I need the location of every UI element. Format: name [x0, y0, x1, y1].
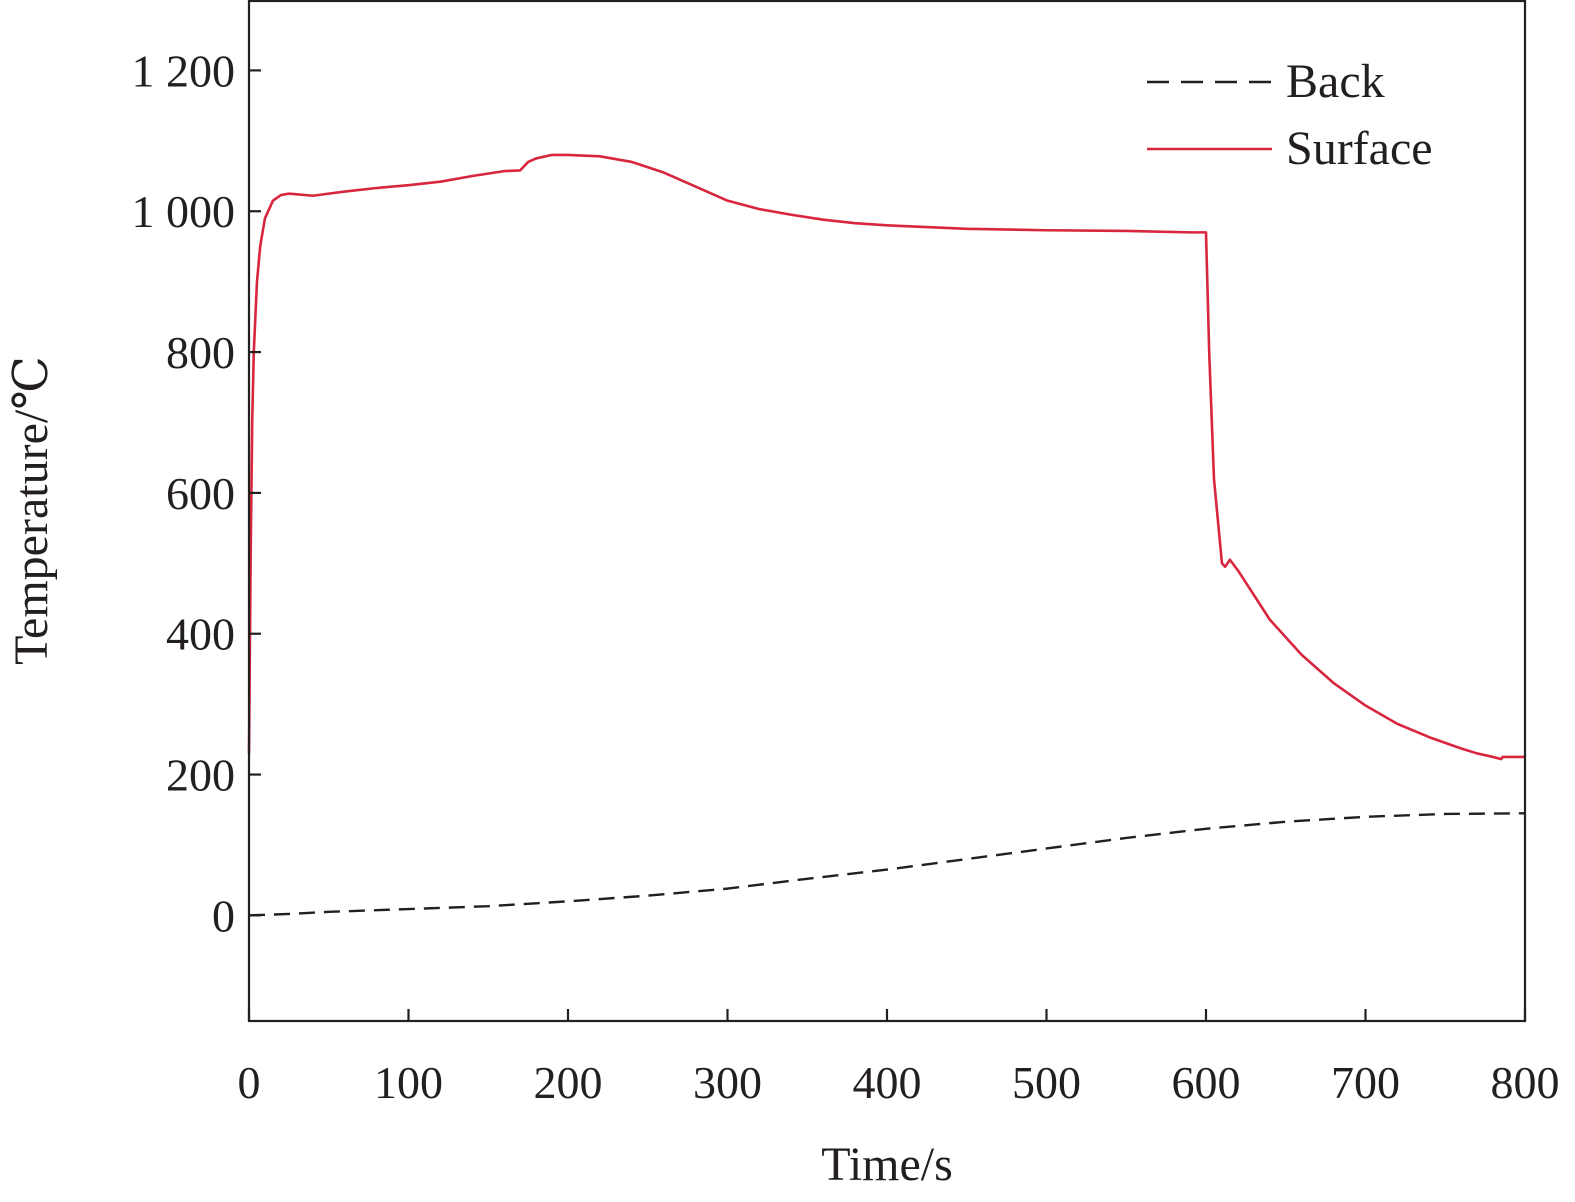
y-tick-label: 400 [166, 609, 235, 660]
legend-label-surface: Surface [1286, 122, 1433, 175]
y-tick-label: 600 [166, 468, 235, 519]
series-line-surface [247, 153, 1525, 761]
legend: Back Surface [1147, 55, 1433, 175]
plot-series [247, 153, 1526, 917]
x-axis-ticks: 0 100 200 300 400 500 600 700 800 [238, 1009, 1560, 1108]
x-tick-label: 500 [1012, 1057, 1081, 1108]
x-tick-label: 800 [1491, 1057, 1560, 1108]
y-tick-label: 0 [212, 890, 235, 941]
x-tick-label: 400 [853, 1057, 922, 1108]
x-tick-label: 600 [1172, 1057, 1241, 1108]
x-tick-label: 100 [374, 1057, 443, 1108]
x-axis-title: Time/s [821, 1138, 953, 1191]
legend-label-back: Back [1286, 55, 1385, 108]
x-tick-label: 0 [238, 1057, 261, 1108]
y-tick-label: 800 [166, 327, 235, 378]
y-tick-label: 200 [166, 750, 235, 801]
x-tick-label: 700 [1331, 1057, 1400, 1108]
y-tick-label: 1 200 [132, 45, 236, 96]
x-tick-label: 200 [534, 1057, 603, 1108]
y-axis-ticks: 0 200 400 600 800 1 000 1 200 [132, 45, 261, 941]
series-line-back [248, 812, 1526, 917]
y-tick-label: 1 000 [132, 186, 236, 237]
x-tick-label: 300 [693, 1057, 762, 1108]
y-axis-title: Temperature/℃ [5, 356, 58, 665]
